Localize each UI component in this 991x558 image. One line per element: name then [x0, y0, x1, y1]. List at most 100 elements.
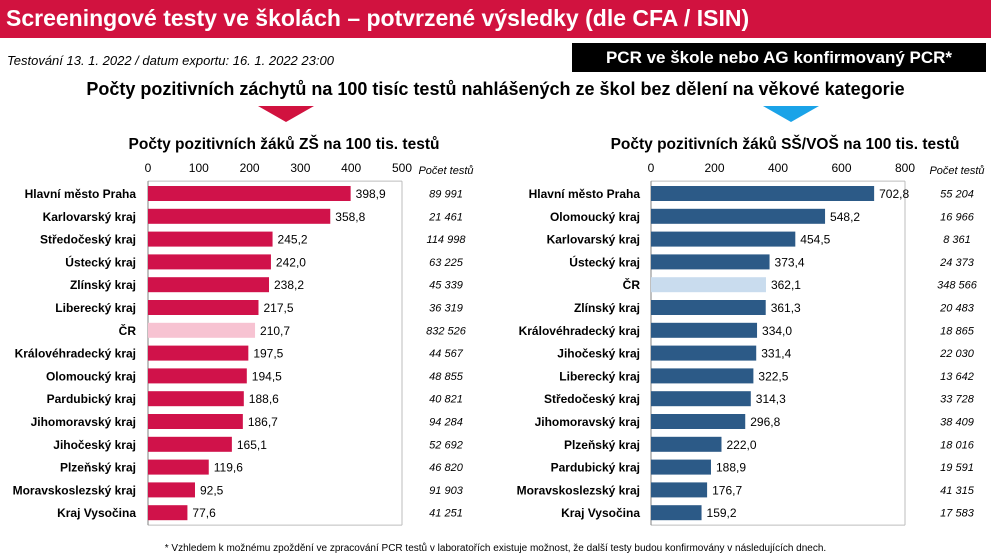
zs-value-label: 194,5	[252, 369, 282, 383]
zs-category-label: Plzeňský kraj	[60, 461, 136, 475]
ss-value-label: 159,2	[707, 506, 737, 520]
zs-bar	[148, 277, 270, 293]
ss-axis-tick-label: 800	[895, 161, 915, 175]
zs-category-label: Královéhradecký kraj	[15, 347, 136, 361]
zs-category-label: Jihočeský kraj	[53, 438, 136, 452]
ss-bar	[651, 391, 751, 407]
zs-category-label: Pardubický kraj	[47, 392, 136, 406]
ss-category-label: Karlovarský kraj	[547, 233, 640, 247]
ss-count-value: 55 204	[940, 189, 974, 201]
zs-axis-tick-label: 300	[290, 161, 310, 175]
zs-count-value: 45 339	[429, 280, 463, 292]
ss-bar	[651, 300, 766, 315]
ss-count-value: 18 016	[940, 439, 975, 451]
ss-count-value: 8 361	[943, 234, 971, 246]
ss-category-label: Kraj Vysočina	[561, 506, 640, 520]
zs-bar	[148, 459, 209, 475]
ss-count-value: 18 865	[940, 325, 975, 337]
zs-count-value: 63 225	[429, 257, 464, 269]
zs-category-label: Karlovarský kraj	[43, 210, 136, 224]
ss-value-label: 361,3	[771, 301, 801, 315]
zs-bar	[148, 345, 249, 361]
arrow-down-red-icon	[258, 106, 314, 122]
ss-bar	[651, 208, 826, 224]
ss-category-label: Olomoucký kraj	[550, 210, 640, 224]
ss-value-label: 373,4	[775, 255, 805, 269]
ss-count-value: 41 315	[940, 485, 975, 497]
ss-bar	[651, 254, 770, 270]
ss-axis-tick-label: 0	[648, 161, 655, 175]
zs-bar	[148, 505, 188, 521]
zs-bar-highlight	[148, 322, 256, 338]
ss-value-label: 331,4	[761, 347, 791, 361]
ss-category-label: Ústecký kraj	[569, 254, 640, 269]
zs-count-value: 114 998	[427, 234, 467, 246]
ss-count-value: 38 409	[940, 417, 974, 429]
ss-count-value: 20 483	[939, 303, 975, 315]
date-line: Testování 13. 1. 2022 / datum exportu: 1…	[7, 53, 334, 68]
zs-bar	[148, 231, 273, 247]
page-title: Screeningové testy ve školách – potvrzen…	[6, 5, 750, 31]
zs-axis-tick-label: 100	[189, 161, 209, 175]
zs-bar	[148, 391, 244, 407]
zs-count-value: 46 820	[429, 462, 464, 474]
ss-value-label: 454,5	[800, 233, 830, 247]
ss-count-value: 16 966	[940, 211, 975, 223]
ss-value-label: 176,7	[712, 483, 742, 497]
ss-category-label: Jihomoravský kraj	[535, 415, 640, 429]
ss-count-value: 22 030	[939, 348, 975, 360]
ss-category-label: ČR	[623, 277, 641, 292]
ss-value-label: 188,9	[716, 461, 746, 475]
zs-count-header: Počet testů	[418, 165, 473, 177]
ss-axis-tick-label: 200	[704, 161, 724, 175]
zs-count-value: 832 526	[426, 325, 467, 337]
zs-count-value: 40 821	[429, 394, 463, 406]
ss-value-label: 362,1	[771, 278, 801, 292]
zs-bar	[148, 368, 247, 384]
zs-category-label: Ústecký kraj	[65, 254, 136, 269]
zs-bar	[148, 186, 351, 201]
ss-category-label: Plzeňský kraj	[564, 438, 640, 452]
ss-category-label: Moravskoslezský kraj	[517, 483, 640, 497]
ss-category-label: Pardubický kraj	[551, 461, 640, 475]
footnote: * Vzhledem k možnému zpoždění ve zpracov…	[164, 543, 827, 554]
ss-bar	[651, 231, 796, 247]
ss-value-label: 702,8	[879, 187, 909, 201]
zs-value-label: 165,1	[237, 438, 267, 452]
ss-count-value: 33 728	[940, 394, 975, 406]
ss-count-header: Počet testů	[929, 165, 984, 177]
ss-bar	[651, 186, 875, 201]
ss-bar	[651, 459, 711, 475]
ss-bar	[651, 345, 757, 361]
ss-category-label: Středočeský kraj	[544, 392, 640, 406]
zs-value-label: 217,5	[263, 301, 293, 315]
zs-axis-tick-label: 200	[240, 161, 260, 175]
ss-axis-tick-label: 600	[831, 161, 851, 175]
ss-value-label: 296,8	[750, 415, 780, 429]
zs-value-label: 245,2	[278, 233, 308, 247]
zs-axis-tick-label: 500	[392, 161, 412, 175]
ss-value-label: 334,0	[762, 324, 792, 338]
zs-count-value: 21 461	[428, 211, 463, 223]
ss-count-value: 19 591	[940, 462, 974, 474]
zs-category-label: Hlavní město Praha	[25, 187, 137, 201]
zs-count-value: 52 692	[429, 439, 463, 451]
method-badge: PCR ve škole nebo AG konfirmovaný PCR*	[572, 43, 986, 72]
zs-chart-title: Počty pozitivních žáků ZŠ na 100 tis. te…	[129, 135, 440, 153]
zs-bar	[148, 436, 232, 452]
ss-bar	[651, 368, 754, 384]
zs-bar	[148, 300, 259, 315]
ss-value-label: 548,2	[830, 210, 860, 224]
zs-category-label: ČR	[119, 323, 137, 338]
zs-count-value: 89 991	[429, 189, 463, 201]
zs-value-label: 238,2	[274, 278, 304, 292]
zs-value-label: 92,5	[200, 483, 224, 497]
ss-value-label: 222,0	[726, 438, 756, 452]
ss-bar	[651, 414, 746, 429]
zs-category-label: Jihomoravský kraj	[31, 415, 136, 429]
ss-axis-tick-label: 400	[768, 161, 788, 175]
ss-count-value: 17 583	[940, 508, 975, 520]
ss-category-label: Královéhradecký kraj	[519, 324, 640, 338]
ss-value-label: 322,5	[758, 369, 788, 383]
